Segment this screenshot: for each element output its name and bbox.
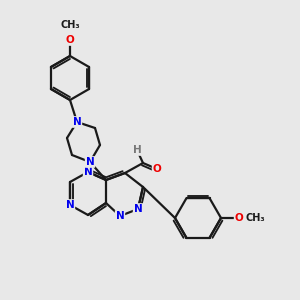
Text: N: N xyxy=(134,204,142,214)
Text: O: O xyxy=(235,213,243,223)
Text: CH₃: CH₃ xyxy=(60,20,80,30)
Text: O: O xyxy=(153,164,161,174)
Text: N: N xyxy=(84,167,92,177)
Text: CH₃: CH₃ xyxy=(245,213,265,223)
Text: N: N xyxy=(116,211,124,221)
Text: N: N xyxy=(66,200,74,210)
Text: N: N xyxy=(85,157,94,167)
Text: H: H xyxy=(133,145,141,155)
Text: O: O xyxy=(66,35,74,45)
Text: N: N xyxy=(73,117,81,127)
